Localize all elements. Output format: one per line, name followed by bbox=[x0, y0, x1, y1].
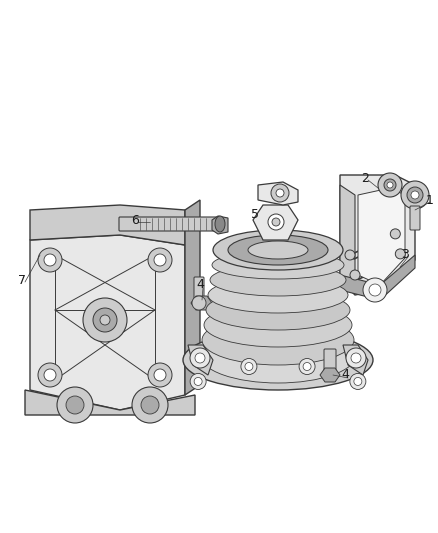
Text: 6: 6 bbox=[131, 214, 139, 227]
Circle shape bbox=[346, 348, 366, 368]
Ellipse shape bbox=[208, 277, 348, 313]
Ellipse shape bbox=[210, 264, 346, 296]
Ellipse shape bbox=[204, 303, 352, 347]
Circle shape bbox=[154, 369, 166, 381]
Polygon shape bbox=[340, 185, 355, 290]
Circle shape bbox=[345, 250, 355, 260]
Polygon shape bbox=[340, 175, 415, 295]
Circle shape bbox=[369, 284, 381, 296]
Ellipse shape bbox=[228, 235, 328, 265]
Circle shape bbox=[390, 229, 400, 239]
Circle shape bbox=[401, 181, 429, 209]
Ellipse shape bbox=[200, 327, 356, 383]
Circle shape bbox=[384, 179, 396, 191]
Circle shape bbox=[350, 270, 360, 280]
Polygon shape bbox=[320, 368, 340, 382]
FancyBboxPatch shape bbox=[410, 206, 420, 230]
Circle shape bbox=[378, 173, 402, 197]
Circle shape bbox=[100, 315, 110, 325]
Circle shape bbox=[44, 369, 56, 381]
Text: 4: 4 bbox=[341, 368, 349, 382]
Ellipse shape bbox=[215, 216, 225, 232]
Circle shape bbox=[132, 387, 168, 423]
Text: 7: 7 bbox=[18, 273, 26, 287]
Ellipse shape bbox=[202, 315, 354, 365]
Text: 3: 3 bbox=[401, 248, 409, 262]
Polygon shape bbox=[258, 182, 298, 205]
Text: 2: 2 bbox=[361, 172, 369, 184]
Ellipse shape bbox=[192, 296, 206, 310]
Circle shape bbox=[154, 254, 166, 266]
Circle shape bbox=[57, 387, 93, 423]
Ellipse shape bbox=[248, 241, 308, 259]
Circle shape bbox=[148, 248, 172, 272]
Circle shape bbox=[245, 362, 253, 370]
Circle shape bbox=[411, 191, 419, 199]
Circle shape bbox=[93, 308, 117, 332]
Circle shape bbox=[38, 363, 62, 387]
Text: 4: 4 bbox=[196, 279, 204, 292]
Circle shape bbox=[268, 214, 284, 230]
Polygon shape bbox=[212, 216, 228, 234]
Circle shape bbox=[299, 359, 315, 375]
Circle shape bbox=[363, 278, 387, 302]
Polygon shape bbox=[188, 345, 213, 375]
Polygon shape bbox=[343, 345, 368, 375]
Text: 1: 1 bbox=[426, 193, 434, 206]
Circle shape bbox=[354, 377, 362, 385]
Circle shape bbox=[303, 362, 311, 370]
Ellipse shape bbox=[183, 330, 373, 390]
Polygon shape bbox=[185, 200, 200, 395]
Polygon shape bbox=[30, 205, 185, 245]
Text: 5: 5 bbox=[251, 208, 259, 222]
Circle shape bbox=[272, 218, 280, 226]
Circle shape bbox=[190, 348, 210, 368]
Circle shape bbox=[190, 374, 206, 390]
Polygon shape bbox=[25, 390, 195, 415]
Circle shape bbox=[66, 396, 84, 414]
Polygon shape bbox=[358, 188, 405, 285]
Circle shape bbox=[148, 363, 172, 387]
Polygon shape bbox=[340, 255, 415, 300]
Ellipse shape bbox=[214, 238, 342, 262]
Circle shape bbox=[44, 254, 56, 266]
Ellipse shape bbox=[213, 230, 343, 270]
Circle shape bbox=[38, 248, 62, 272]
Polygon shape bbox=[191, 296, 212, 310]
Circle shape bbox=[276, 189, 284, 197]
Polygon shape bbox=[253, 205, 298, 240]
Polygon shape bbox=[30, 235, 185, 410]
Circle shape bbox=[141, 396, 159, 414]
Ellipse shape bbox=[212, 251, 344, 279]
Circle shape bbox=[350, 374, 366, 390]
Circle shape bbox=[407, 187, 423, 203]
FancyBboxPatch shape bbox=[119, 217, 221, 231]
Ellipse shape bbox=[206, 290, 350, 330]
Circle shape bbox=[195, 353, 205, 363]
Circle shape bbox=[396, 249, 405, 259]
Circle shape bbox=[351, 353, 361, 363]
Circle shape bbox=[194, 377, 202, 385]
Circle shape bbox=[387, 182, 393, 188]
Circle shape bbox=[271, 184, 289, 202]
FancyBboxPatch shape bbox=[194, 277, 204, 307]
Circle shape bbox=[241, 359, 257, 375]
Circle shape bbox=[83, 298, 127, 342]
FancyBboxPatch shape bbox=[324, 349, 336, 379]
